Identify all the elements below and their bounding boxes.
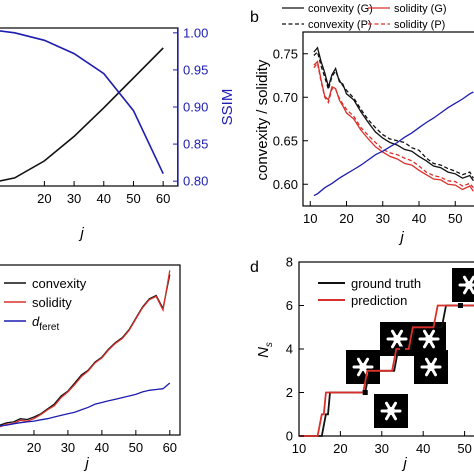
snowflake-thumbnail-1: [380, 322, 414, 356]
panel-d-ylabel-main: N: [255, 347, 272, 358]
panel-b-xtick-label: 10: [303, 211, 317, 226]
panel-d-xtick-label: 50: [457, 441, 471, 456]
panel-b-ytick-label: 0.65: [273, 133, 298, 148]
panel-c-series-1: [0, 270, 171, 428]
panel-a-xlabel: j: [78, 225, 84, 242]
panel-b-ylabel: convexity / solidity: [254, 59, 271, 180]
panel-d-xtick-label: 20: [333, 441, 347, 456]
panel-d-marker: [362, 390, 368, 395]
panel-c-xtick-label: 30: [61, 440, 75, 455]
panel-a-xtick-label: 50: [126, 191, 140, 206]
panel-b-series-2: [313, 60, 474, 192]
snowflake-thumbnail-3: [374, 394, 408, 428]
panel-b-legend-label: solidity (P): [394, 19, 445, 31]
panel-a-rtick-label: 0.90: [183, 100, 208, 115]
panel-d-xtick-label: 30: [375, 441, 389, 456]
panel-a-right-ylabel: SSIM: [219, 89, 236, 126]
panel-d-xlabel: j: [401, 455, 407, 472]
panel-d-legend-label: prediction: [351, 293, 407, 308]
panel-a-rtick-label: 0.85: [183, 137, 208, 152]
panel-b-xtick-label: 20: [339, 211, 353, 226]
panel-c-xtick-label: 20: [27, 440, 41, 455]
panel-a-xtick-label: 40: [97, 191, 111, 206]
panel-b-legend-label: convexity (G): [308, 3, 373, 15]
panel-b-frame: [302, 31, 474, 207]
svg-text:Ns: Ns: [255, 342, 275, 358]
panel-d-marker: [399, 346, 405, 352]
panel-d-ylabel: Ns: [255, 342, 275, 358]
panel-c-legend-label: convexity: [32, 276, 87, 291]
panel-b: b convexity (G) solidity (G) convexity (P)…: [250, 3, 474, 246]
panel-c-legend-label-main: d: [32, 314, 40, 329]
panel-d-series-1: [299, 304, 474, 437]
panel-a: 20 30 40 50 60 0.80 0.85 0.90 0.95 1.00 j SSIM: [0, 25, 236, 242]
panel-c: convexity solidity dferet 20 30 40 50 60 j: [0, 264, 181, 472]
panel-b-letter: b: [250, 9, 259, 26]
panel-d-legend-label: ground truth: [351, 276, 421, 291]
panel-c-legend-label: solidity: [32, 295, 72, 310]
panel-d-ytick-label: 2: [286, 385, 293, 400]
panel-b-xtick-label: 50: [448, 211, 462, 226]
panel-c-xlabel: j: [83, 455, 89, 472]
panel-c-legend-label: dferet: [32, 314, 59, 333]
panel-d-xtick-label: 10: [292, 441, 306, 456]
panel-c-xtick-label: 50: [129, 440, 143, 455]
panel-d-letter: d: [250, 259, 259, 276]
panel-d-ytick-label: 0: [286, 429, 293, 444]
panel-c-legend-label-sub: feret: [39, 322, 59, 333]
panel-b-legend-label: convexity (P): [308, 19, 372, 31]
panel-a-xtick-label: 60: [156, 191, 170, 206]
panel-b-series-1: [313, 50, 474, 179]
panel-b-ytick-label: 0.75: [273, 46, 298, 61]
panel-b-xtick-label: 40: [412, 211, 426, 226]
panel-d-ytick-label: 4: [286, 342, 293, 357]
panel-d-marker: [457, 303, 463, 308]
snowflake-thumbnail-0: [346, 350, 380, 384]
panel-d-ytick-label: 6: [286, 298, 293, 313]
panel-a-series-0: [0, 47, 164, 182]
panel-d-ytick-label: 8: [286, 255, 293, 270]
panel-c-frame: [0, 264, 181, 436]
panel-c-xtick-label: 40: [95, 440, 109, 455]
panel-b-ytick-label: 0.60: [273, 177, 298, 192]
panel-a-rtick-label: 0.95: [183, 62, 208, 77]
panel-a-rtick-label: 1.00: [183, 25, 208, 40]
panel-b-series-3: [313, 61, 474, 189]
panel-a-frame: [0, 27, 179, 187]
panel-d: d ground truth prediction 10 20 30 40 50 0 2 4 6…: [250, 255, 474, 472]
panel-b-ytick-label: 0.70: [273, 90, 298, 105]
snowflake-thumbnail-5: [452, 268, 474, 302]
panel-c-series-0: [0, 274, 171, 426]
panel-b-series-0: [313, 46, 474, 182]
panel-c-series-2: [0, 382, 171, 427]
panel-b-series-4: [313, 91, 474, 197]
panel-b-legend-label: solidity (G): [394, 3, 447, 15]
panel-a-series-1: [0, 30, 164, 175]
panel-c-xtick-label: 60: [163, 440, 177, 455]
panel-a-rtick-label: 0.80: [183, 174, 208, 189]
panel-a-xtick-label: 30: [67, 191, 81, 206]
panel-b-xtick-label: 30: [376, 211, 390, 226]
panel-d-ylabel-sub: s: [264, 342, 275, 347]
panel-d-xtick-label: 40: [416, 441, 430, 456]
panel-b-xlabel: j: [398, 229, 404, 246]
panel-a-xtick-label: 20: [37, 191, 51, 206]
